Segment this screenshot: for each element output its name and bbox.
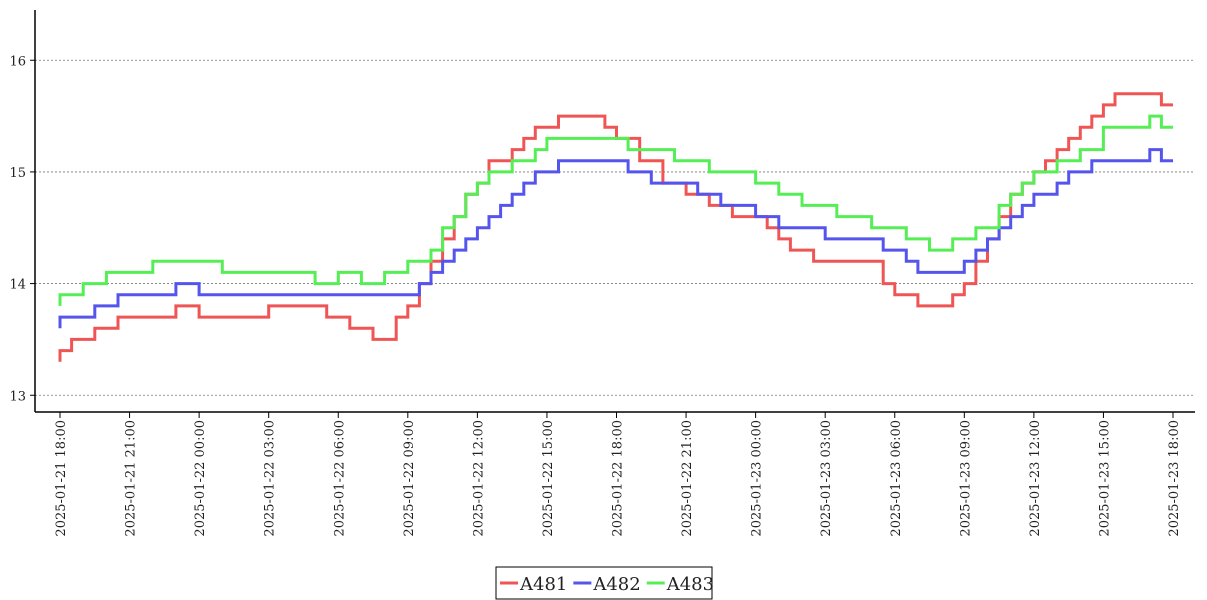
x-tick-label: 2025-01-23 15:00	[1097, 420, 1112, 537]
x-tick-label: 2025-01-22 03:00	[263, 420, 278, 537]
x-tick-label: 2025-01-23 00:00	[750, 420, 765, 537]
legend: A481 A482 A483	[495, 566, 714, 600]
series-lines	[58, 92, 1173, 362]
x-tick-label: 2025-01-22 09:00	[402, 420, 417, 537]
y-tick-label: 15	[9, 166, 26, 181]
y-tick-label: 13	[9, 389, 26, 404]
x-tick-label: 2025-01-22 21:00	[680, 420, 695, 537]
x-tick-label: 2025-01-22 18:00	[611, 420, 626, 537]
x-ticks: 2025-01-21 18:00 2025-01-21 21:00 2025-01-…	[54, 412, 1182, 537]
legend-label: A481	[519, 574, 567, 595]
x-tick-label: 2025-01-23 09:00	[958, 420, 973, 537]
y-ticks: 13 14 15 16	[9, 54, 35, 404]
x-tick-label: 2025-01-21 18:00	[54, 420, 69, 537]
series-line-a482	[58, 148, 1173, 329]
x-tick-label: 2025-01-22 15:00	[541, 420, 556, 537]
x-tick-label: 2025-01-22 06:00	[332, 420, 347, 537]
x-tick-label: 2025-01-22 00:00	[193, 420, 208, 537]
legend-label: A482	[592, 574, 640, 595]
x-tick-label: 2025-01-23 18:00	[1167, 420, 1182, 537]
series-line-a483	[58, 114, 1173, 306]
x-tick-label: 2025-01-22 12:00	[471, 420, 486, 537]
y-tick-label: 16	[9, 54, 26, 69]
x-tick-label: 2025-01-23 12:00	[1028, 420, 1043, 537]
x-tick-label: 2025-01-23 03:00	[819, 420, 834, 537]
x-tick-label: 2025-01-21 21:00	[124, 420, 139, 537]
legend-label: A483	[666, 574, 714, 595]
y-tick-label: 14	[9, 278, 26, 293]
legend-box	[495, 566, 713, 600]
x-tick-label: 2025-01-23 06:00	[889, 420, 904, 537]
grid-lines	[35, 59, 1195, 396]
axes	[34, 10, 1195, 413]
